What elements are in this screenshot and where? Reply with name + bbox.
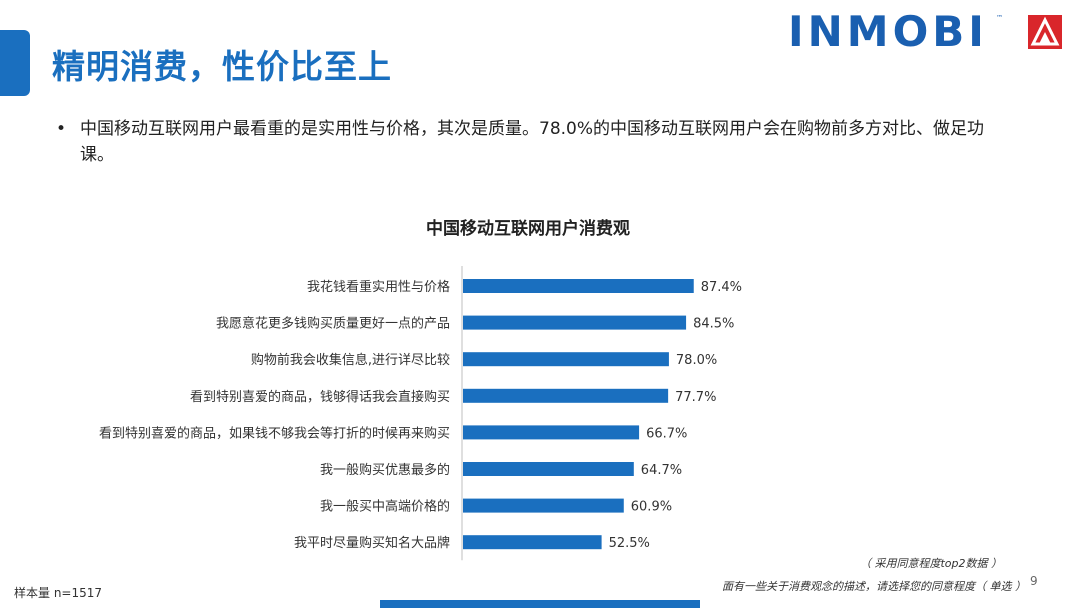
sample-size: 样本量 n=1517	[14, 586, 103, 600]
title-accent-bar	[0, 30, 30, 96]
category-label: 看到特别喜爱的商品，钱够得话我会直接购买	[190, 389, 450, 405]
category-label: 我一般购买优惠最多的	[320, 462, 450, 478]
value-label: 77.7%	[675, 390, 716, 405]
chart-title: 中国移动互联网用户消费观	[426, 219, 630, 239]
category-label: 看到特别喜爱的商品，如果钱不够我会等打折的时候再来购买	[99, 425, 450, 441]
inmobi-mark-icon	[1028, 15, 1062, 49]
page-number: 9	[1030, 574, 1038, 588]
logo-trademark: ™	[996, 14, 1003, 22]
summary-text: 中国移动互联网用户最看重的是实用性与价格，其次是质量。78.0%的中国移动互联网…	[80, 119, 985, 165]
bar	[463, 535, 602, 550]
bar	[463, 498, 624, 513]
page-title: 精明消费，性价比至上	[52, 47, 392, 86]
value-label: 87.4%	[701, 280, 742, 295]
category-label: 我愿意花更多钱购买质量更好一点的产品	[216, 316, 450, 332]
value-label: 66.7%	[646, 426, 687, 441]
bar	[463, 279, 694, 293]
category-label: 我一般买中高端价格的	[320, 499, 450, 515]
inmobi-logo: INMOBI	[788, 7, 988, 56]
bar	[463, 352, 669, 367]
category-label: 我花钱看重实用性与价格	[307, 279, 450, 295]
value-label: 84.5%	[693, 317, 734, 332]
bar	[463, 462, 634, 476]
bottom-accent-strip	[380, 600, 700, 608]
value-label: 78.0%	[676, 353, 717, 368]
bullet-dot: •	[56, 119, 67, 139]
question-note: 面有一些关于消费观念的描述，请选择您的同意程度（ 单选 ）	[722, 580, 1026, 593]
summary-bullet: • 中国移动互联网用户最看重的是实用性与价格，其次是质量。78.0%的中国移动互…	[56, 116, 1016, 168]
value-label: 60.9%	[631, 500, 672, 515]
category-label: 我平时尽量购买知名大品牌	[294, 535, 450, 551]
value-label: 52.5%	[609, 536, 650, 551]
bar	[463, 388, 669, 403]
method-note: （ 采用同意程度top2数据 ）	[860, 557, 1003, 570]
bar	[463, 315, 687, 330]
bar	[463, 425, 640, 440]
category-label: 购物前我会收集信息,进行详尽比较	[251, 352, 450, 368]
value-label: 64.7%	[641, 463, 682, 478]
bar-chart: 我花钱看重实用性与价格 87.4% 我愿意花更多钱购买质量更好一点的产品 84.5% 购…	[99, 266, 742, 561]
